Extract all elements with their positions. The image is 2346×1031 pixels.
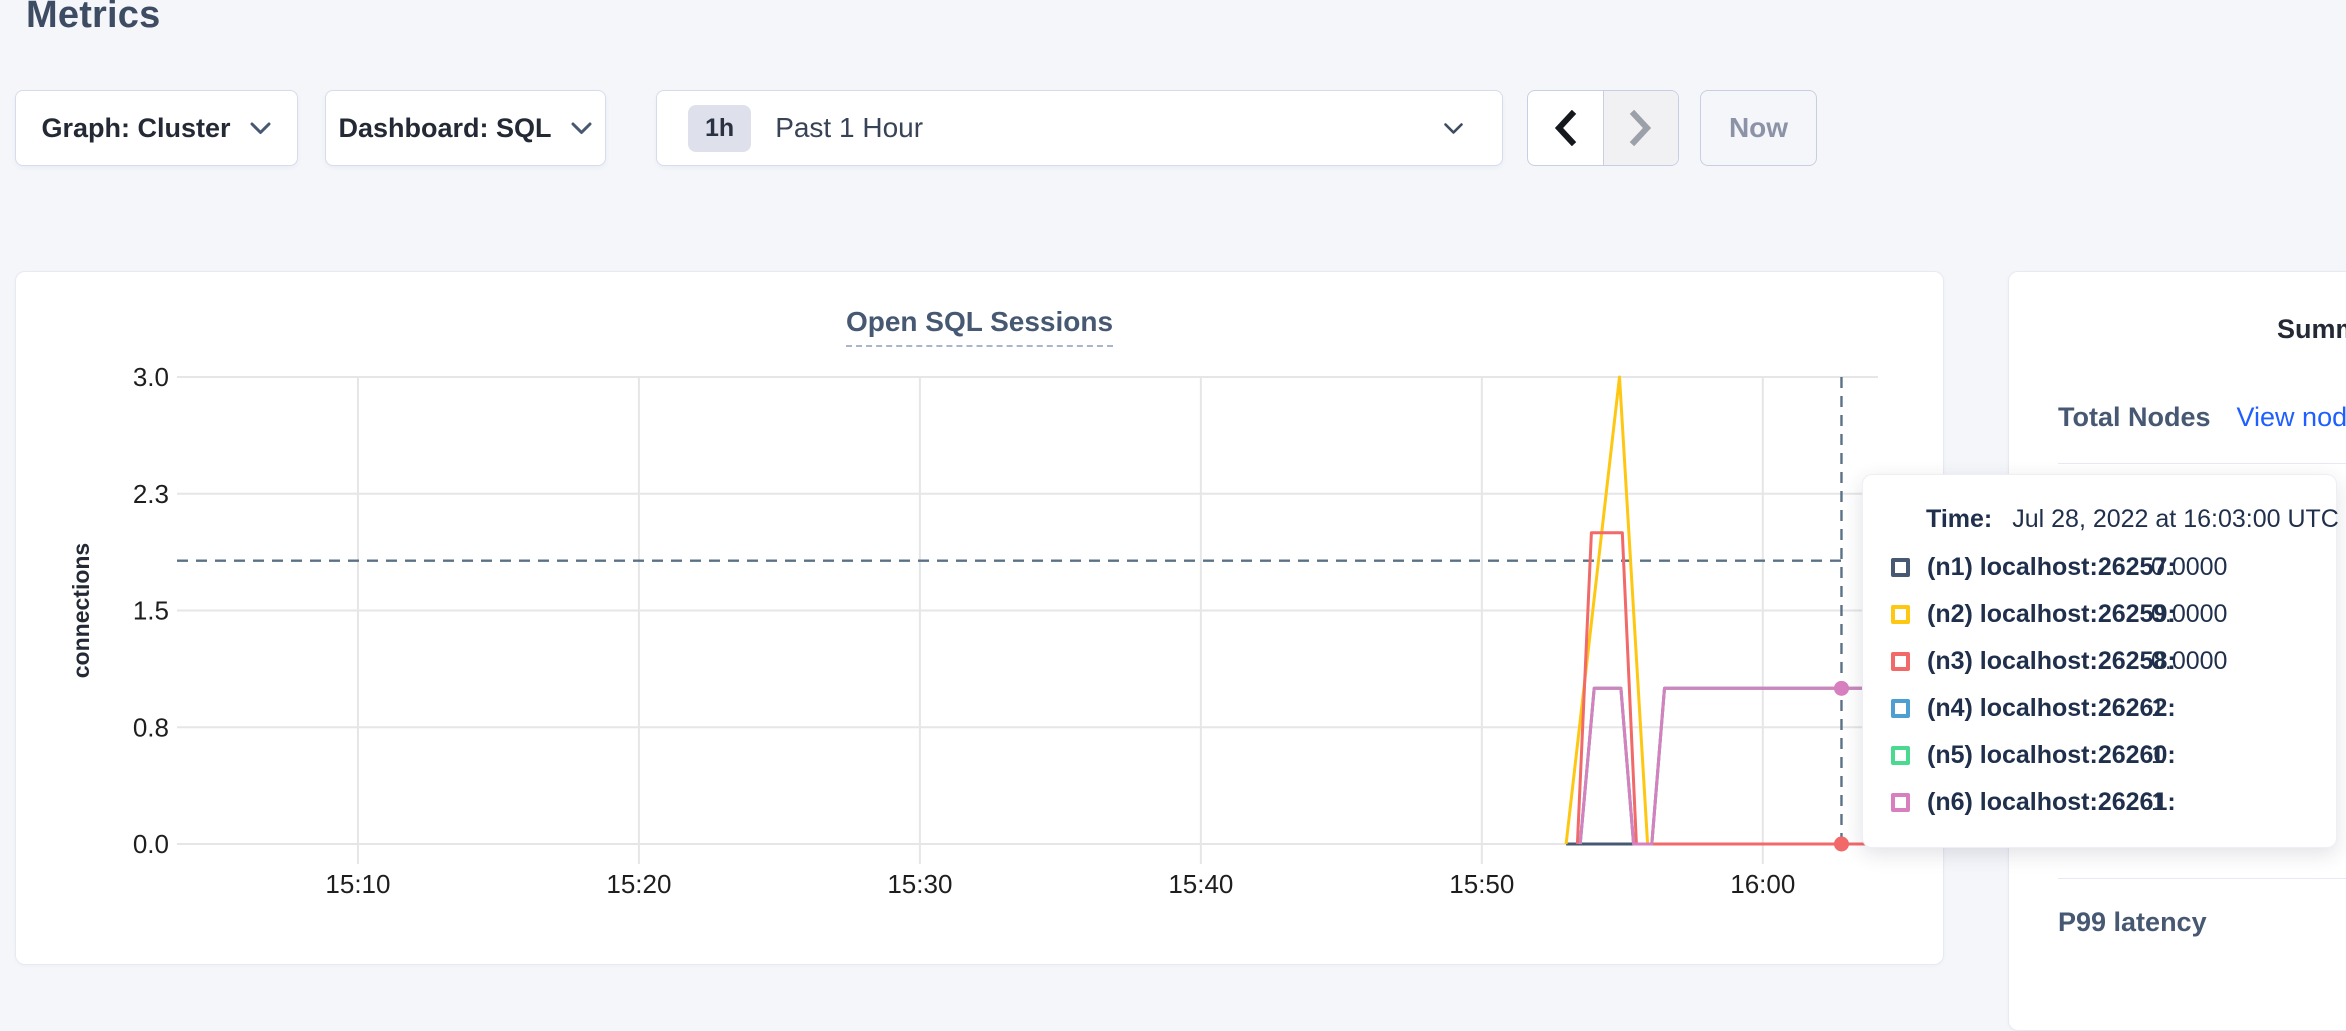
metrics-page: { "page": { "title": "Metrics" }, "contr…	[15, 0, 2346, 1031]
time-back-button[interactable]	[1528, 91, 1603, 165]
dashboard-dropdown[interactable]: Dashboard: SQL	[325, 90, 606, 166]
tooltip-series-list: (n1) localhost:26257: 0.0000 (n2) localhos…	[1863, 544, 2336, 826]
x-tick-label: 15:50	[1449, 869, 1514, 899]
graph-scope-dropdown-label: Graph: Cluster	[41, 112, 231, 143]
time-pager	[1527, 90, 1679, 166]
chevron-right-icon	[1629, 110, 1651, 146]
tooltip-node-value: 0.0000	[2151, 647, 2228, 675]
now-button[interactable]: Now	[1700, 90, 1817, 166]
tooltip-node-value: 1	[2151, 694, 2165, 722]
y-tick-label: 0.0	[133, 829, 169, 859]
view-nodes-link[interactable]: View nodes	[2236, 402, 2346, 432]
tooltip-node-value: 0.0000	[2151, 600, 2228, 628]
series-line	[1578, 686, 1878, 846]
crosshair-dot	[1833, 836, 1849, 852]
time-range-label: Past 1 Hour	[775, 112, 924, 143]
y-tick-label: 3.0	[133, 362, 169, 392]
chevron-down-icon	[250, 122, 271, 134]
p99-latency-label: P99 latency	[2058, 907, 2207, 937]
crosshair-dot	[1833, 680, 1849, 696]
time-forward-button[interactable]	[1602, 91, 1678, 165]
tooltip-time-label: Time:	[1926, 505, 1993, 533]
tooltip-series-row: (n3) localhost:26258: 0.0000	[1863, 638, 2336, 685]
chart-title[interactable]: Open SQL Sessions	[845, 306, 1114, 347]
tooltip-time-row: Time: Jul 28, 2022 at 16:03:00 UTC	[1863, 495, 2339, 544]
tooltip-series-row: (n1) localhost:26257: 0.0000	[1863, 544, 2336, 591]
y-tick-label: 2.3	[133, 479, 169, 509]
tooltip-node-label: (n1) localhost:26257:	[1927, 553, 2176, 581]
total-nodes-label: Total Nodes	[2058, 402, 2211, 432]
series-color-swatch-icon	[1891, 746, 1910, 765]
dashboard-dropdown-label: Dashboard: SQL	[338, 112, 552, 143]
tooltip-series-row: (n6) localhost:26261: 1	[1863, 779, 2336, 826]
series-color-swatch-icon	[1891, 558, 1910, 577]
chevron-down-icon	[1444, 123, 1463, 134]
tooltip-time-value: Jul 28, 2022 at 16:03:00 UTC	[2012, 505, 2339, 533]
chevron-down-icon	[571, 122, 592, 134]
tooltip-node-value: 0.0000	[2151, 553, 2228, 581]
tooltip-node-label: (n3) localhost:26258:	[1927, 647, 2176, 675]
tooltip-node-value: 1	[2151, 741, 2165, 769]
tooltip-series-row: (n2) localhost:26259: 0.0000	[1863, 591, 2336, 638]
total-nodes-row: Total Nodes View nodes	[2058, 402, 2346, 433]
x-tick-label: 15:40	[1168, 869, 1233, 899]
y-tick-label: 0.8	[133, 712, 169, 742]
time-range-badge: 1h	[688, 104, 752, 152]
graph-scope-dropdown[interactable]: Graph: Cluster	[15, 90, 298, 166]
series-color-swatch-icon	[1891, 793, 1910, 812]
open-sql-sessions-chart[interactable]: 0.0 0.8 1.5 2.3 3.0 15:10 15:20 15:30 15:40 15:50…	[16, 272, 1943, 964]
series-line	[1575, 531, 1878, 846]
open-sql-sessions-chart-card: Open SQL Sessions 0.0 0.8 1.5 2.3 3.0 15:10 15…	[15, 271, 1944, 965]
tooltip-node-label: (n5) localhost:26260:	[1927, 741, 2176, 769]
y-axis-label: connections	[68, 543, 94, 678]
series-line	[1578, 686, 1878, 846]
sidebar-divider	[2058, 878, 2346, 879]
page-title: Metrics	[26, 0, 161, 36]
x-tick-label: 15:30	[887, 869, 952, 899]
sidebar-divider	[2058, 463, 2346, 464]
chart-hover-tooltip: Time: Jul 28, 2022 at 16:03:00 UTC (n1) …	[1862, 474, 2339, 848]
y-tick-label: 1.5	[133, 596, 169, 626]
tooltip-series-row: (n5) localhost:26260: 1	[1863, 732, 2336, 779]
chevron-left-icon	[1555, 110, 1577, 146]
x-tick-label: 16:00	[1730, 869, 1795, 899]
x-tick-label: 15:20	[606, 869, 671, 899]
series-color-swatch-icon	[1891, 699, 1910, 718]
time-range-selector[interactable]: 1h Past 1 Hour	[656, 90, 1503, 166]
tooltip-series-row: (n4) localhost:26262: 1	[1863, 685, 2336, 732]
series-line	[1578, 686, 1878, 846]
tooltip-node-value: 1	[2151, 788, 2165, 816]
series-color-swatch-icon	[1891, 605, 1910, 624]
series-color-swatch-icon	[1891, 652, 1910, 671]
tooltip-node-label: (n2) localhost:26259:	[1927, 600, 2176, 628]
chart-title-row: Open SQL Sessions	[16, 306, 1943, 347]
x-tick-label: 15:10	[325, 869, 390, 899]
summary-heading: Summary	[2277, 314, 2346, 344]
tooltip-node-label: (n4) localhost:26262:	[1927, 694, 2176, 722]
tooltip-node-label: (n6) localhost:26261:	[1927, 788, 2176, 816]
